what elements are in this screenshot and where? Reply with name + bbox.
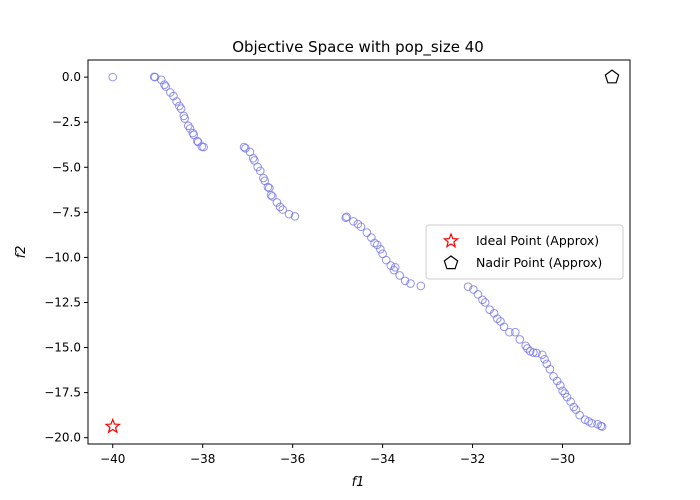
population-point xyxy=(188,128,198,138)
y-axis-label: f2 xyxy=(14,246,29,259)
population-point xyxy=(284,209,294,219)
y-tick-label: −15.0 xyxy=(44,341,81,355)
population-point xyxy=(537,350,547,360)
population-point xyxy=(555,381,565,390)
x-tick-label: −36 xyxy=(280,452,305,466)
population-point xyxy=(395,271,405,280)
population-point xyxy=(569,402,579,412)
population-point xyxy=(160,80,169,89)
population-point xyxy=(255,166,265,176)
y-tick-label: −5.0 xyxy=(52,160,81,174)
population-point xyxy=(189,130,199,140)
population-point xyxy=(272,198,282,207)
population-point xyxy=(372,240,382,250)
population-point xyxy=(505,327,514,337)
population-point xyxy=(108,72,118,82)
chart-title: Objective Space with pop_size 40 xyxy=(232,38,484,57)
legend-ideal-label: Ideal Point (Approx) xyxy=(476,233,599,248)
axes-frame xyxy=(87,59,631,445)
legend: Ideal Point (Approx) Nadir Point (Approx… xyxy=(425,224,624,280)
population-point xyxy=(515,335,525,344)
population-point xyxy=(157,75,166,85)
population-point xyxy=(263,182,273,192)
population-point xyxy=(597,422,607,431)
population-point xyxy=(545,364,555,374)
legend-ideal-star xyxy=(442,232,460,249)
ideal-point-marker xyxy=(104,417,121,434)
population-point xyxy=(532,348,541,358)
legend-ideal-marker-icon xyxy=(442,232,460,249)
y-tick-label: −7.5 xyxy=(52,205,81,219)
population-point xyxy=(290,212,300,221)
population-point xyxy=(480,298,490,307)
population-point xyxy=(463,282,473,291)
x-axis-label: f1 xyxy=(352,475,365,490)
y-tick-label: −20.0 xyxy=(44,431,81,445)
population-point xyxy=(248,153,258,163)
plot-area xyxy=(104,69,620,434)
population-point xyxy=(400,276,410,286)
population-point xyxy=(575,410,584,420)
population-point xyxy=(523,344,532,353)
population-point xyxy=(275,202,285,212)
y-tick-label: −17.5 xyxy=(44,386,81,400)
legend-nadir-pentagon xyxy=(443,255,459,270)
population-point xyxy=(528,348,538,357)
population-point xyxy=(521,341,530,351)
population-point xyxy=(416,281,426,291)
population-point xyxy=(406,279,415,288)
population-point xyxy=(176,104,186,113)
population-point xyxy=(239,142,249,152)
population-point xyxy=(356,222,366,232)
population-point xyxy=(349,217,358,226)
x-tick-label: −30 xyxy=(550,452,575,466)
population-point xyxy=(473,290,483,299)
population-point xyxy=(192,136,202,146)
population-point xyxy=(266,190,276,200)
population-point xyxy=(540,354,549,364)
y-tick-label: −12.5 xyxy=(44,295,81,309)
y-tick-label: −2.5 xyxy=(52,115,81,129)
population-point xyxy=(184,121,193,131)
population-point xyxy=(390,263,400,272)
x-tick-label: −40 xyxy=(100,452,125,466)
population-point xyxy=(478,295,487,305)
population-point xyxy=(185,124,195,133)
population-point xyxy=(499,322,509,332)
population-point xyxy=(342,212,351,222)
population-point xyxy=(268,192,277,201)
nadir-point-marker xyxy=(604,69,620,84)
population-point xyxy=(587,418,597,428)
x-axis: −40 −38 −36 −34 −32 −30 xyxy=(100,444,575,466)
population-point xyxy=(341,213,351,223)
population-point xyxy=(362,228,372,237)
population-point xyxy=(558,386,567,396)
population-point xyxy=(376,244,385,254)
population-point xyxy=(511,327,520,337)
y-tick-label: −10.0 xyxy=(44,250,81,264)
x-tick-label: −34 xyxy=(370,452,395,466)
legend-nadir-marker-icon xyxy=(443,255,459,270)
x-tick-label: −38 xyxy=(190,452,215,466)
legend-nadir-label: Nadir Point (Approx) xyxy=(476,255,602,270)
population-point xyxy=(386,261,396,270)
population-point xyxy=(552,376,562,386)
population-point xyxy=(199,142,208,152)
population-point xyxy=(378,249,387,259)
population-point xyxy=(469,285,478,294)
population-point xyxy=(278,205,288,214)
y-tick-label: 0.0 xyxy=(62,70,81,84)
population-point xyxy=(370,238,379,248)
x-tick-label: −32 xyxy=(460,452,485,466)
y-axis: 0.0 −2.5 −5.0 −7.5 −10.0 −12.5 −15.0 −17.5 −20.0 xyxy=(44,70,88,445)
population-point xyxy=(161,82,171,91)
population-point xyxy=(493,314,502,324)
population-point xyxy=(381,255,391,265)
population-point xyxy=(180,114,190,123)
legend-box xyxy=(425,224,624,280)
population-point xyxy=(353,219,363,229)
population-point xyxy=(172,97,181,106)
population-point xyxy=(175,101,184,111)
